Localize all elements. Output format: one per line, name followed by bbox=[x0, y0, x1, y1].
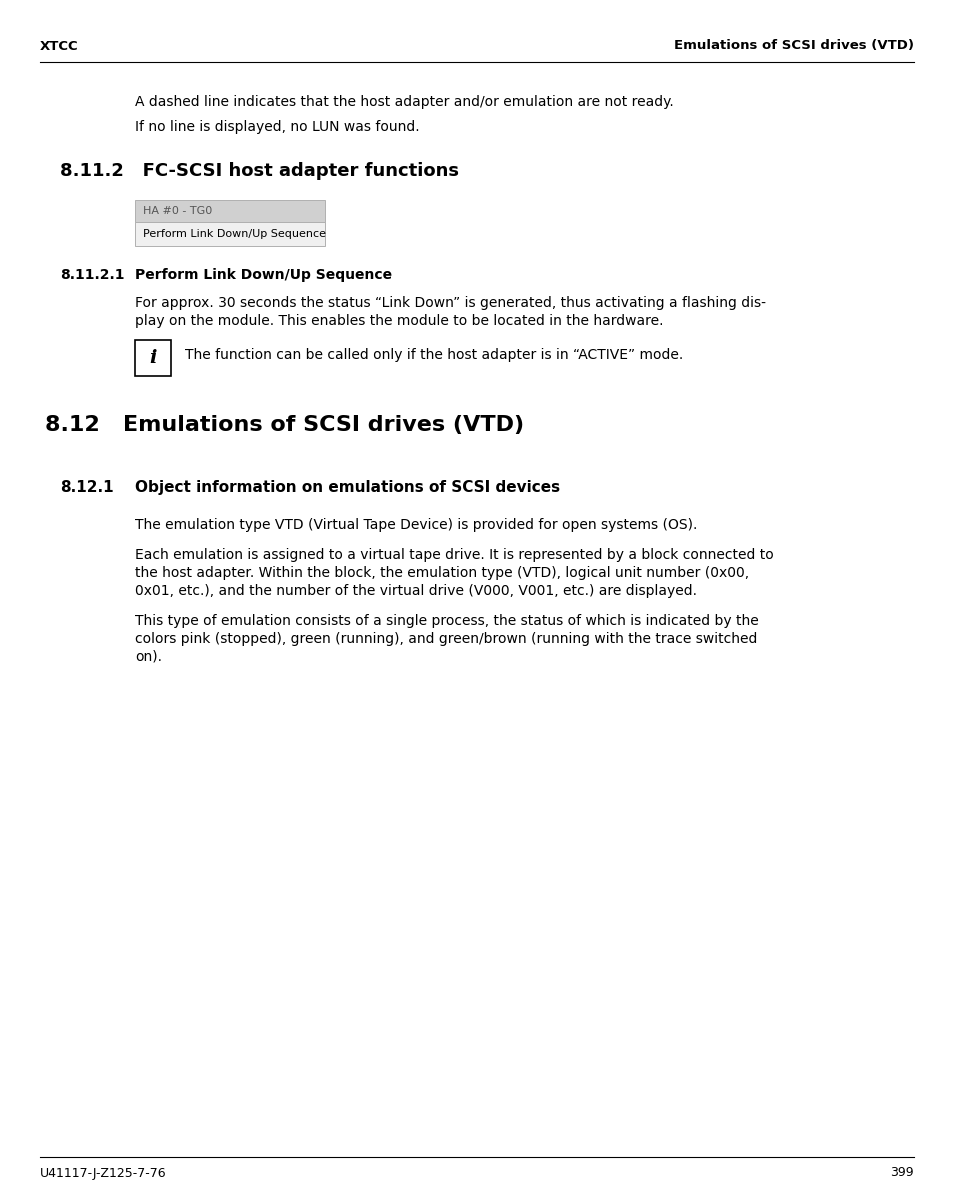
Text: A dashed line indicates that the host adapter and/or emulation are not ready.: A dashed line indicates that the host ad… bbox=[135, 95, 673, 110]
Text: HA #0 - TG0: HA #0 - TG0 bbox=[143, 206, 212, 216]
Text: Perform Link Down/Up Sequence: Perform Link Down/Up Sequence bbox=[143, 229, 326, 240]
Text: If no line is displayed, no LUN was found.: If no line is displayed, no LUN was foun… bbox=[135, 120, 419, 134]
Text: 399: 399 bbox=[889, 1167, 913, 1180]
Text: Perform Link Down/Up Sequence: Perform Link Down/Up Sequence bbox=[135, 268, 392, 282]
Text: XTCC: XTCC bbox=[40, 40, 78, 53]
Text: the host adapter. Within the block, the emulation type (VTD), logical unit numbe: the host adapter. Within the block, the … bbox=[135, 566, 748, 580]
Text: 8.11.2.1: 8.11.2.1 bbox=[60, 268, 125, 282]
Text: 8.11.2   FC-SCSI host adapter functions: 8.11.2 FC-SCSI host adapter functions bbox=[60, 163, 458, 181]
Text: This type of emulation consists of a single process, the status of which is indi: This type of emulation consists of a sin… bbox=[135, 614, 758, 628]
Text: colors pink (stopped), green (running), and green/brown (running with the trace : colors pink (stopped), green (running), … bbox=[135, 632, 757, 647]
Text: Each emulation is assigned to a virtual tape drive. It is represented by a block: Each emulation is assigned to a virtual … bbox=[135, 548, 773, 562]
FancyBboxPatch shape bbox=[135, 200, 325, 222]
Text: 8.12   Emulations of SCSI drives (VTD): 8.12 Emulations of SCSI drives (VTD) bbox=[45, 415, 523, 435]
Text: The emulation type VTD (Virtual Tape Device) is provided for open systems (OS).: The emulation type VTD (Virtual Tape Dev… bbox=[135, 518, 697, 532]
Text: on).: on). bbox=[135, 650, 162, 663]
Text: The function can be called only if the host adapter is in “ACTIVE” mode.: The function can be called only if the h… bbox=[185, 348, 682, 362]
Text: 8.12.1: 8.12.1 bbox=[60, 480, 113, 495]
FancyBboxPatch shape bbox=[135, 340, 171, 376]
Text: Emulations of SCSI drives (VTD): Emulations of SCSI drives (VTD) bbox=[673, 40, 913, 53]
Text: 0x01, etc.), and the number of the virtual drive (V000, V001, etc.) are displaye: 0x01, etc.), and the number of the virtu… bbox=[135, 584, 697, 598]
Text: For approx. 30 seconds the status “Link Down” is generated, thus activating a fl: For approx. 30 seconds the status “Link … bbox=[135, 296, 765, 309]
Text: U41117-J-Z125-7-76: U41117-J-Z125-7-76 bbox=[40, 1167, 167, 1180]
Text: play on the module. This enables the module to be located in the hardware.: play on the module. This enables the mod… bbox=[135, 314, 662, 327]
Text: i: i bbox=[150, 349, 156, 367]
Text: Object information on emulations of SCSI devices: Object information on emulations of SCSI… bbox=[135, 480, 559, 495]
FancyBboxPatch shape bbox=[135, 222, 325, 246]
